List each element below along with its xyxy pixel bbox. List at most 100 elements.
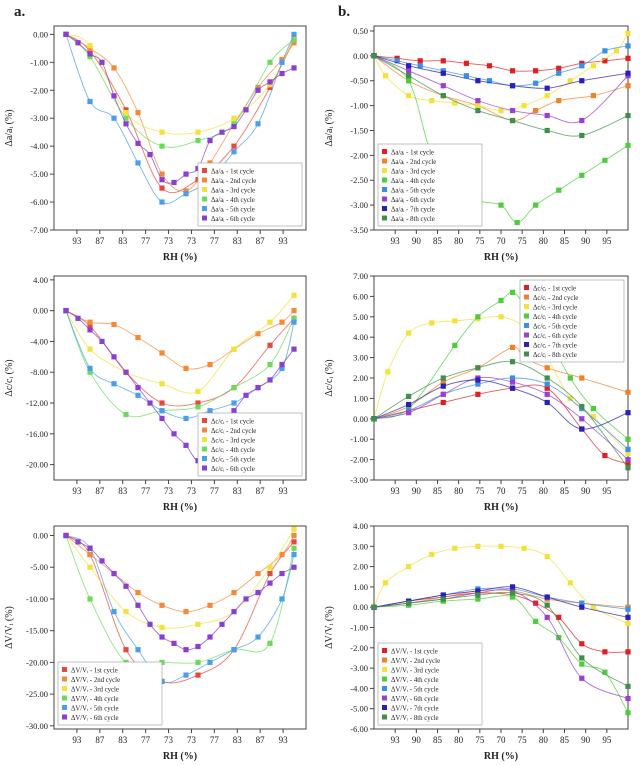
x-tick-label: 93: [72, 735, 82, 745]
data-point: [87, 545, 93, 551]
data-point: [440, 375, 446, 381]
x-tick-label: 87: [256, 735, 266, 745]
data-point: [498, 543, 504, 549]
x-tick-label: 83: [233, 486, 243, 496]
data-point: [625, 389, 631, 395]
data-point: [579, 172, 585, 178]
x-tick-label: 73: [164, 236, 174, 246]
y-tick-label: -1.00: [350, 434, 368, 444]
y-tick-label: -3.50: [350, 225, 368, 235]
data-point: [544, 375, 550, 381]
x-tick-label: 70: [497, 486, 507, 496]
data-point: [544, 594, 550, 600]
data-point: [625, 55, 631, 61]
data-point: [291, 346, 297, 352]
data-point: [533, 202, 539, 208]
data-point: [135, 602, 141, 608]
x-tick-label: 87: [95, 486, 105, 496]
data-point: [556, 70, 562, 76]
legend: ΔV/Vᵢ - 1st cycle ΔV/Vᵢ - 2nd cycle ΔV/Vᵢ …: [57, 661, 163, 726]
data-point: [279, 319, 285, 325]
data-point: [123, 647, 129, 653]
data-point: [556, 614, 562, 620]
data-point: [440, 70, 446, 76]
legend-swatch: [202, 418, 207, 423]
data-point: [267, 59, 273, 65]
data-point: [475, 543, 481, 549]
data-point: [195, 404, 201, 410]
legend-entry: Δa/aᵢ - 8th cycle: [391, 216, 435, 223]
data-point: [440, 383, 446, 389]
data-point: [440, 596, 446, 602]
data-point: [87, 48, 93, 54]
data-point: [195, 621, 201, 627]
data-point: [625, 30, 631, 37]
data-point: [111, 381, 117, 387]
y-axis-label: Δa/aᵢ (%): [4, 109, 15, 146]
data-point: [231, 400, 237, 406]
legend-swatch: [382, 667, 387, 672]
data-point: [231, 647, 237, 653]
series-curve: [373, 376, 629, 460]
data-point: [475, 98, 481, 104]
x-tick-label: 90: [581, 735, 591, 745]
data-point: [625, 606, 631, 612]
series-curve: [373, 384, 629, 465]
data-point: [429, 551, 435, 558]
data-point: [87, 319, 93, 325]
x-tick-label: 85: [560, 735, 570, 745]
legend-swatch: [524, 342, 529, 347]
legend-entry: Δa/aᵢ - 4th cycle: [391, 178, 435, 185]
data-point: [267, 570, 273, 577]
data-point: [207, 659, 213, 665]
data-point: [171, 431, 177, 437]
data-point: [417, 58, 423, 64]
x-tick-label: 93: [391, 735, 401, 745]
series-curve: [65, 310, 295, 419]
data-point: [111, 321, 117, 328]
series-curve: [65, 34, 295, 148]
data-point: [255, 87, 261, 93]
series-curve: [373, 45, 629, 87]
y-tick-label: -8.00: [30, 367, 48, 377]
data-point: [602, 452, 608, 459]
data-point: [406, 73, 412, 79]
chart-a-lattice-c: 4.00 0.00 -4.00 -8.00 -12.00 -16.00 -20.00 93 87…: [4, 275, 307, 513]
legend-entry: Δc/cᵢ - 7th cycle: [533, 343, 577, 350]
legend-entry: Δa/aᵢ - 1st cycle: [391, 150, 434, 157]
data-point: [231, 346, 237, 352]
panel-label-b: b.: [338, 4, 351, 20]
data-point: [625, 112, 631, 119]
legend-box: [57, 661, 163, 726]
data-point: [159, 350, 165, 356]
data-point: [111, 609, 117, 615]
data-point: [509, 590, 516, 596]
data-point: [625, 620, 631, 627]
data-point: [135, 385, 141, 391]
legend-entry: ΔV/Vᵢ - 6th cycle: [391, 696, 439, 703]
data-point: [452, 318, 458, 324]
legend-entry: Δc/cᵢ - 6th cycle: [211, 466, 255, 473]
data-point: [255, 590, 261, 596]
legend-entry: ΔV/Vᵢ - 5th cycle: [391, 687, 439, 694]
data-point: [406, 600, 412, 606]
legend-swatch: [202, 437, 207, 442]
y-tick-label: -25.00: [26, 689, 48, 699]
legend: ΔV/Vᵢ - 1st cycle ΔV/Vᵢ - 2nd cycle ΔV/Vᵢ …: [377, 642, 483, 726]
data-point: [255, 121, 261, 127]
data-point: [195, 137, 201, 144]
legend-swatch: [382, 177, 387, 183]
data-point: [544, 85, 550, 91]
data-point: [183, 415, 189, 422]
data-point: [87, 51, 93, 57]
legend-entry: Δa/aᵢ - 5th cycle: [391, 188, 435, 195]
x-tick-label: 85: [433, 735, 443, 745]
data-point: [243, 392, 249, 398]
legend-box: [519, 279, 625, 363]
x-tick-label: 87: [95, 236, 105, 246]
legend-swatch: [382, 695, 387, 701]
data-point: [406, 93, 412, 99]
x-tick-label: 80: [539, 236, 549, 246]
x-tick-label: 77: [141, 236, 151, 246]
chart-b-volume: 4.00 3.00 2.00 1.00 0.00 -1.00 -2.00 -3.00 -4.00…: [324, 521, 631, 762]
